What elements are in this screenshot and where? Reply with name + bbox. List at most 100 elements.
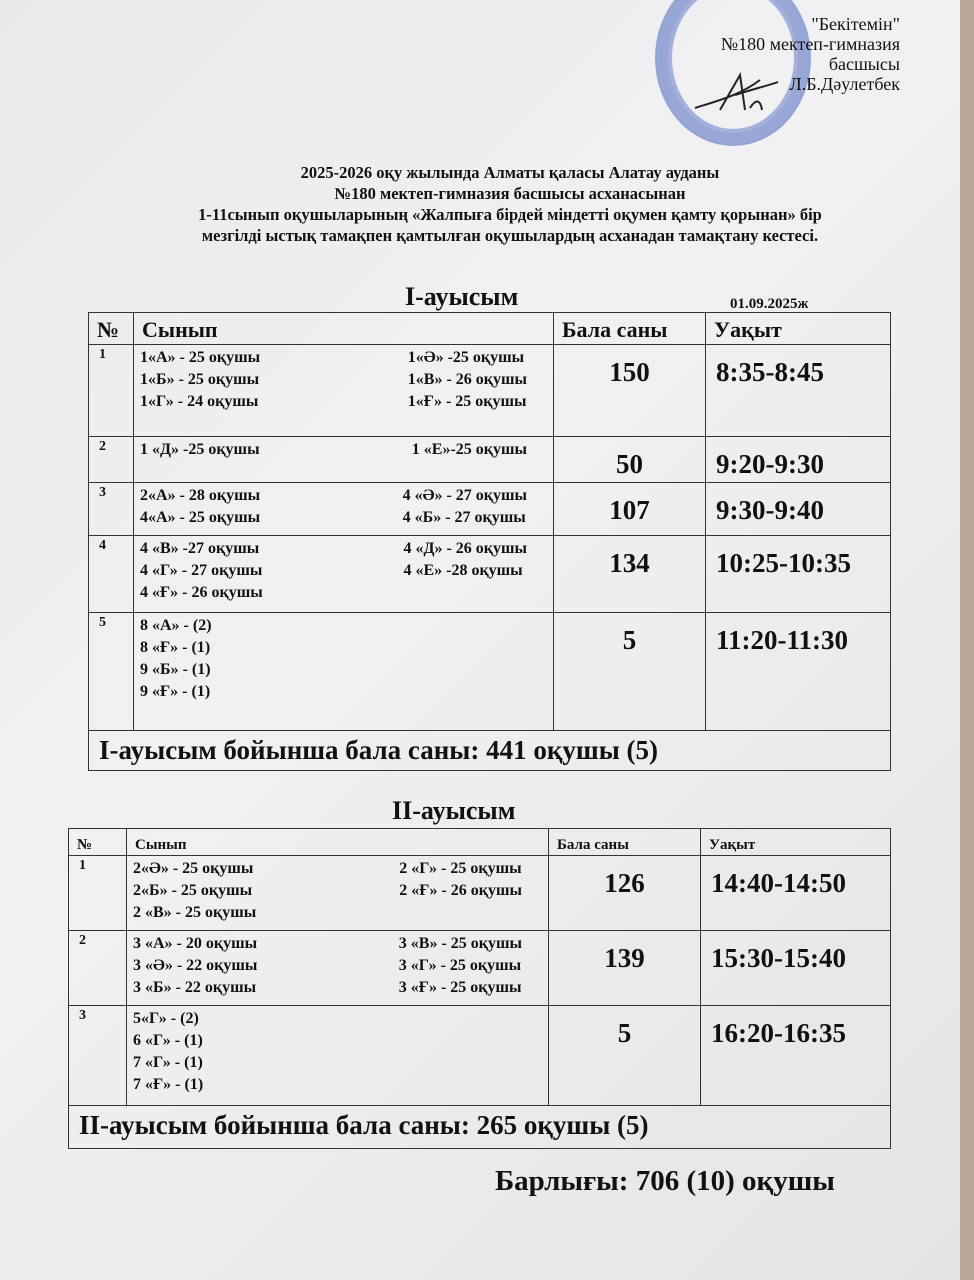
- class-entry: 1 «Д» -25 оқушы: [140, 441, 260, 458]
- class-column-right: 4 «Д» - 26 оқушы 4 «Е» -28 оқушы: [403, 538, 527, 604]
- meal-time: 8:35-8:45: [705, 344, 891, 437]
- class-list: 2«Ә» - 25 оқушы 2«Б» - 25 оқушы 2 «В» - 25…: [126, 855, 549, 931]
- shift2-table: № Сынып Бала саны Уақыт 1 2«Ә» - 25 оқушы 2«Б»…: [68, 828, 891, 1149]
- total-row: II-ауысым бойынша бала саны: 265 оқушы (…: [68, 1105, 891, 1149]
- row-number: 5: [88, 612, 134, 731]
- class-entry: 1«А» - 25 оқушы: [140, 349, 261, 366]
- class-list: 5«Г» - (2) 6 «Г» - (1) 7 «Г» - (1) 7 «Ғ» - …: [126, 1005, 549, 1106]
- class-column-right: 1 «Е»-25 оқушы: [412, 439, 527, 461]
- header-number: №: [88, 312, 134, 345]
- total-row: I-ауысым бойынша бала саны: 441 оқушы (5…: [88, 730, 891, 771]
- schedule-date: 01.09.2025ж: [730, 296, 809, 312]
- meal-time: 10:25-10:35: [705, 535, 891, 613]
- student-count: 134: [553, 535, 706, 613]
- approval-label: "Бекітемін": [811, 14, 900, 34]
- row-number: 3: [88, 482, 134, 536]
- row-number: 4: [88, 535, 134, 613]
- class-column-left: 2«А» - 28 оқушы 4«А» - 25 оқушы: [140, 485, 260, 529]
- class-list: 8 «А» - (2) 8 «Ғ» - (1) 9 «Б» - (1) 9 «Ғ» -…: [133, 612, 554, 731]
- meal-time: 15:30-15:40: [700, 930, 891, 1006]
- row-number: 1: [88, 344, 134, 437]
- table-row: 4 4 «В» -27 оқушы 4 «Г» - 27 оқушы 4 «Ғ» - …: [88, 535, 891, 613]
- class-entry: 7 «Г» - (1): [133, 1054, 203, 1071]
- class-columns: 3 «А» - 20 оқушы 3 «Ә» - 22 оқушы 3 «Б» - …: [133, 933, 542, 999]
- class-entry: 3 «Ғ» - 25 оқушы: [398, 979, 522, 996]
- class-entry: 3 «В» - 25 оқушы: [398, 935, 522, 952]
- meal-time: 16:20-16:35: [700, 1005, 891, 1106]
- student-count: 107: [553, 482, 706, 536]
- title-line: №180 мектеп-гимназия басшысы асханасынан: [334, 184, 686, 203]
- table-row: 1 2«Ә» - 25 оқушы 2«Б» - 25 оқушы 2 «В» - 2…: [68, 855, 891, 931]
- class-entry: 4 «Ғ» - 26 оқушы: [140, 584, 263, 601]
- class-list: 3 «А» - 20 оқушы 3 «Ә» - 22 оқушы 3 «Б» - …: [126, 930, 549, 1006]
- student-count: 5: [548, 1005, 701, 1106]
- class-entry: 3 «А» - 20 оқушы: [133, 935, 258, 952]
- header-count: Бала саны: [553, 312, 706, 345]
- meal-time: 9:20-9:30: [705, 436, 891, 483]
- table-row: 5 8 «А» - (2) 8 «Ғ» - (1) 9 «Б» - (1) 9 «Ғ» …: [88, 612, 891, 731]
- table-header-row: № Сынып Бала саны Уақыт: [68, 828, 891, 856]
- class-column-left: 2«Ә» - 25 оқушы 2«Б» - 25 оқушы 2 «В» - 25…: [133, 858, 256, 924]
- class-columns: 2«Ә» - 25 оқушы 2«Б» - 25 оқушы 2 «В» - 25…: [133, 858, 542, 924]
- meal-time: 11:20-11:30: [705, 612, 891, 731]
- class-column-left: 1 «Д» -25 оқушы: [140, 439, 260, 461]
- table-row: 2 3 «А» - 20 оқушы 3 «Ә» - 22 оқушы 3 «Б» -…: [68, 930, 891, 1006]
- shift1-table: № Сынып Бала саны Уақыт 1 1«А» - 25 оқушы 1«Б»…: [88, 312, 891, 771]
- class-entry: 4 «Ә» - 27 оқушы: [402, 487, 527, 504]
- table-row: 2 1 «Д» -25 оқушы 1 «Е»-25 оқушы 50 9:20-9:3…: [88, 436, 891, 483]
- class-entry: 1 «Е»-25 оқушы: [411, 441, 527, 458]
- approval-school: №180 мектеп-гимназия: [720, 34, 900, 54]
- class-columns: 5«Г» - (2) 6 «Г» - (1) 7 «Г» - (1) 7 «Ғ» - …: [133, 1008, 542, 1096]
- shift2-heading: II-ауысым: [392, 796, 516, 825]
- class-column-left: 8 «А» - (2) 8 «Ғ» - (1) 9 «Б» - (1) 9 «Ғ» -…: [140, 615, 212, 703]
- class-entry: 3 «Б» - 22 оқушы: [133, 979, 257, 996]
- student-count: 150: [553, 344, 706, 437]
- student-count: 50: [553, 436, 706, 483]
- table-header-row: № Сынып Бала саны Уақыт: [88, 312, 891, 345]
- header-time: Уақыт: [705, 312, 891, 345]
- class-column-left: 4 «В» -27 оқушы 4 «Г» - 27 оқушы 4 «Ғ» - 2…: [140, 538, 263, 604]
- class-list: 1«А» - 25 оқушы 1«Б» - 25 оқушы 1«Г» - 24 …: [133, 344, 554, 437]
- row-number: 2: [68, 930, 127, 1006]
- class-entry: 6 «Г» - (1): [133, 1032, 203, 1049]
- class-entry: 1«Г» - 24 оқушы: [140, 393, 259, 410]
- shift-total: II-ауысым бойынша бала саны: 265 оқушы (…: [68, 1105, 891, 1149]
- class-entry: 4 «Г» - 27 оқушы: [140, 562, 263, 579]
- header-time: Уақыт: [700, 828, 891, 856]
- class-columns: 8 «А» - (2) 8 «Ғ» - (1) 9 «Б» - (1) 9 «Ғ» -…: [140, 615, 547, 703]
- title-line: 2025-2026 оқу жылында Алматы қаласы Алат…: [300, 163, 720, 182]
- class-entry: 3 «Ә» - 22 оқушы: [133, 957, 258, 974]
- official-stamp: [655, 0, 811, 146]
- class-list: 4 «В» -27 оқушы 4 «Г» - 27 оқушы 4 «Ғ» - 2…: [133, 535, 554, 613]
- class-entry: 2«Б» - 25 оқушы: [133, 882, 253, 899]
- table-row: 1 1«А» - 25 оқушы 1«Б» - 25 оқушы 1«Г» - 24…: [88, 344, 891, 437]
- student-count: 139: [548, 930, 701, 1006]
- class-columns: 4 «В» -27 оқушы 4 «Г» - 27 оқушы 4 «Ғ» - 2…: [140, 538, 547, 604]
- class-list: 2«А» - 28 оқушы 4«А» - 25 оқушы 4 «Ә» - 27…: [133, 482, 554, 536]
- class-entry: 5«Г» - (2): [133, 1010, 199, 1027]
- class-list: 1 «Д» -25 оқушы 1 «Е»-25 оқушы: [133, 436, 554, 483]
- class-columns: 2«А» - 28 оқушы 4«А» - 25 оқушы 4 «Ә» - 27…: [140, 485, 547, 529]
- shift-total: I-ауысым бойынша бала саны: 441 оқушы (5…: [88, 730, 891, 771]
- meal-time: 14:40-14:50: [700, 855, 891, 931]
- class-column-left: 1«А» - 25 оқушы 1«Б» - 25 оқушы 1«Г» - 24 …: [140, 347, 260, 413]
- class-entry: 2«А» - 28 оқушы: [140, 487, 261, 504]
- header-count: Бала саны: [548, 828, 701, 856]
- header-class: Сынып: [126, 828, 549, 856]
- class-entry: 4 «Е» -28 оқушы: [403, 562, 523, 579]
- class-entry: 1«Ә» -25 оқушы: [407, 349, 525, 366]
- class-entry: 2 «В» - 25 оқушы: [133, 904, 257, 921]
- class-column-right: 1«Ә» -25 оқушы 1«В» - 26 оқушы 1«Ғ» - 25 о…: [408, 347, 527, 413]
- student-count: 126: [548, 855, 701, 931]
- class-column-left: 5«Г» - (2) 6 «Г» - (1) 7 «Г» - (1) 7 «Ғ» - …: [133, 1008, 203, 1096]
- student-count: 5: [553, 612, 706, 731]
- approval-position: басшысы: [828, 54, 900, 74]
- class-column-right: 2 «Г» - 25 оқушы 2 «Ғ» - 26 оқушы: [399, 858, 522, 924]
- header-number: №: [68, 828, 127, 856]
- class-column-right: 3 «В» - 25 оқушы 3 «Г» - 25 оқушы 3 «Ғ» - …: [399, 933, 522, 999]
- document-title: 2025-2026 оқу жылында Алматы қаласы Алат…: [120, 162, 900, 246]
- class-entry: 2 «Ғ» - 26 оқушы: [399, 882, 522, 899]
- class-entry: 8 «А» - (2): [140, 617, 212, 634]
- table-row: 3 2«А» - 28 оқушы 4«А» - 25 оқушы 4 «Ә» - 2…: [88, 482, 891, 536]
- approval-name: Л.Б.Дәулетбек: [789, 74, 900, 94]
